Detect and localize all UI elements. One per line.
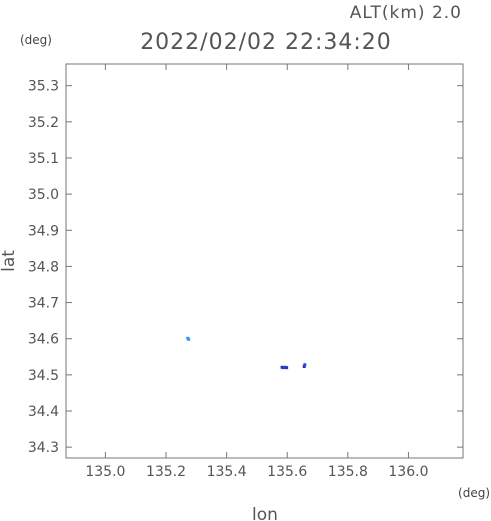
y-tick-label: 34.6 — [28, 332, 59, 348]
y-tick-label: 34.7 — [28, 296, 59, 312]
x-axis-label: lon — [252, 505, 278, 521]
y-tick-label: 35.0 — [28, 187, 59, 203]
y-tick-label: 35.1 — [28, 151, 59, 167]
x-tick-label: 135.0 — [85, 464, 125, 480]
x-axis-unit: (deg) — [458, 486, 490, 500]
data-point — [285, 366, 289, 370]
data-point — [302, 365, 306, 369]
x-tick-label: 135.2 — [146, 464, 186, 480]
x-axis-ticks: 135.0 135.2 135.4 135.6 135.8 136.0 — [85, 64, 428, 480]
y-axis-unit: (deg) — [20, 33, 52, 47]
data-point — [187, 337, 191, 341]
plot-frame — [65, 63, 464, 459]
y-tick-label: 35.3 — [28, 79, 59, 95]
data-point — [282, 366, 286, 370]
data-point — [280, 365, 284, 369]
y-axis-ticks: 34.3 34.4 34.5 34.6 34.7 34.8 34.9 35.0 35.1 35.2… — [28, 79, 463, 456]
x-tick-label: 135.6 — [267, 464, 307, 480]
y-tick-label: 34.8 — [28, 259, 59, 275]
scatter-points — [186, 336, 307, 370]
x-tick-label: 135.8 — [328, 464, 368, 480]
y-tick-label: 34.4 — [28, 404, 59, 420]
x-tick-label: 135.4 — [207, 464, 247, 480]
y-axis-label: lat — [0, 250, 19, 272]
y-tick-label: 35.2 — [28, 115, 59, 131]
data-point — [303, 363, 307, 367]
altitude-label: ALT(km) 2.0 — [350, 3, 462, 23]
data-point — [283, 365, 287, 369]
y-tick-label: 34.3 — [28, 440, 59, 456]
y-tick-label: 34.5 — [28, 368, 59, 384]
chart-title-timestamp: 2022/02/02 22:34:20 — [140, 30, 392, 55]
x-tick-label: 136.0 — [388, 464, 428, 480]
y-tick-label: 34.9 — [28, 223, 59, 239]
